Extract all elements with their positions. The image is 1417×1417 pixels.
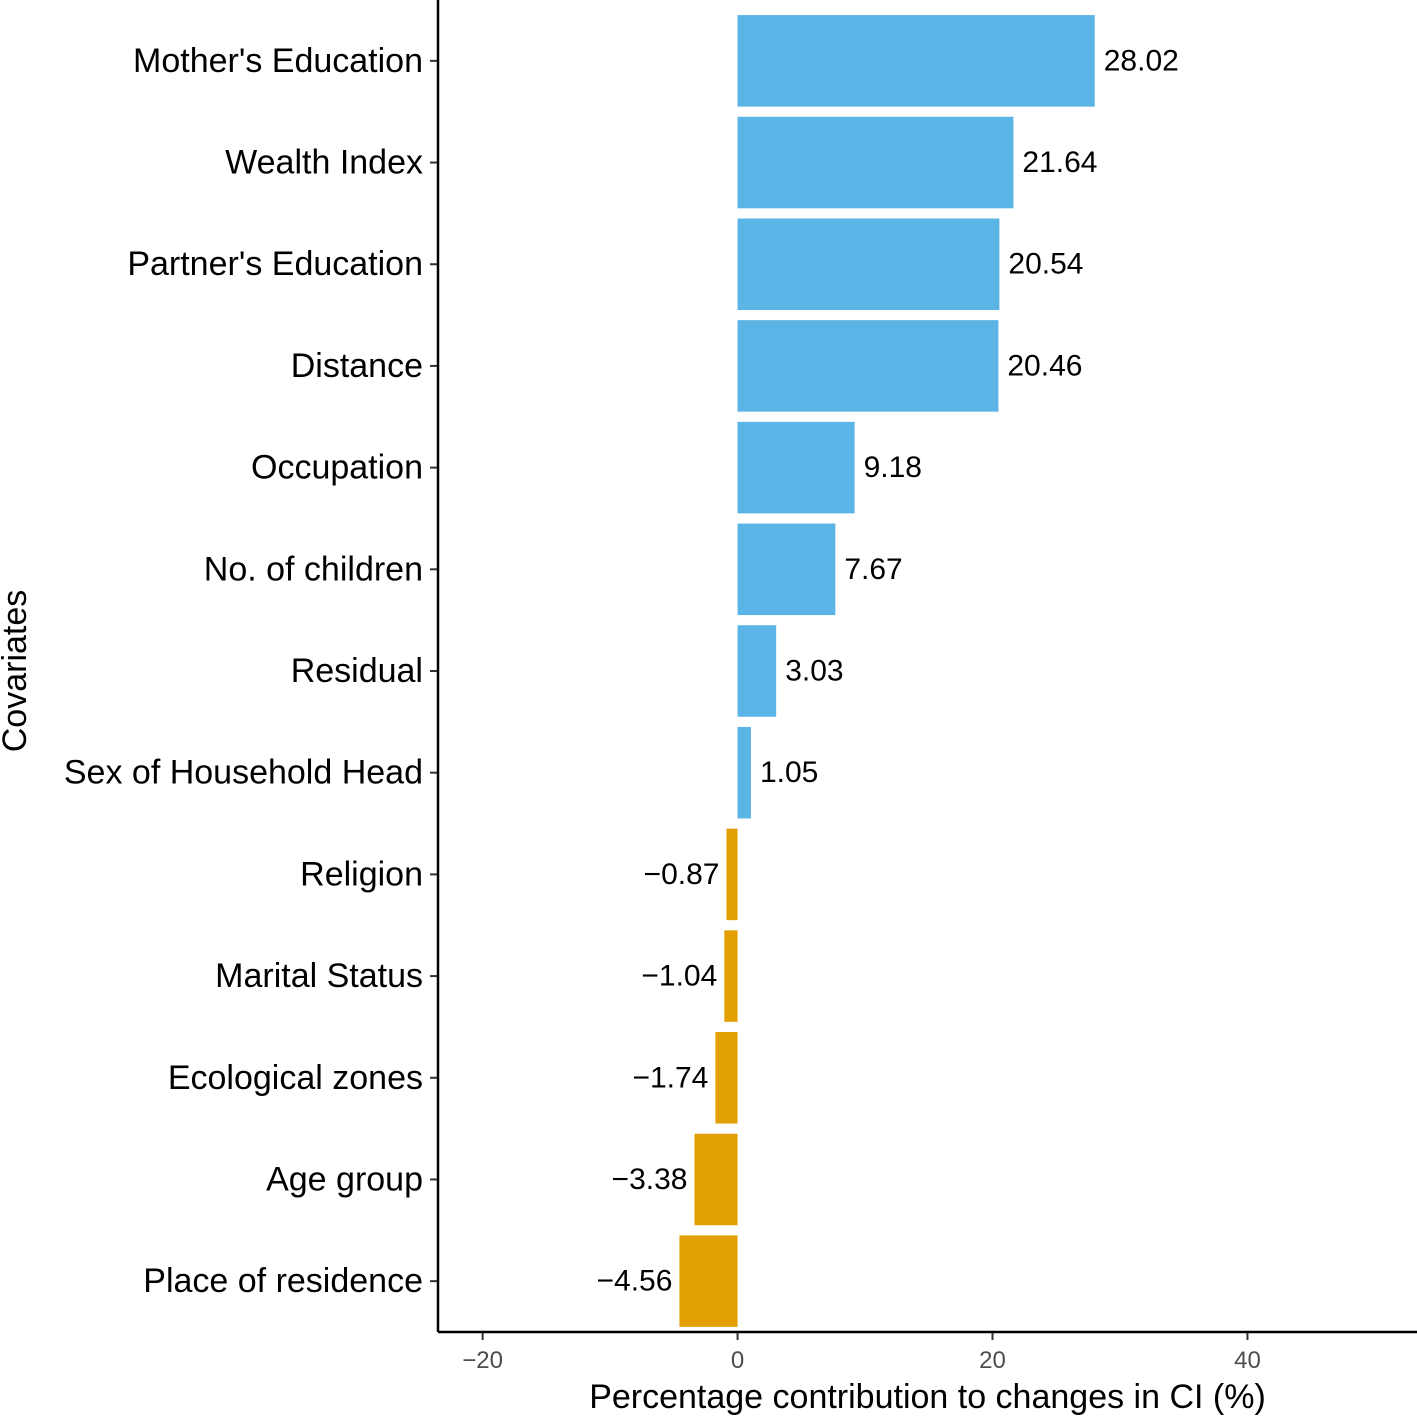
value-label: −4.56 <box>597 1265 673 1298</box>
value-label: −1.04 <box>641 960 717 993</box>
category-label: Residual <box>291 652 423 690</box>
category-label: Place of residence <box>143 1262 423 1300</box>
y-axis-ticks: Mother's Education Wealth Index Partner's … <box>64 42 438 1300</box>
category-label: Partner's Education <box>127 245 423 283</box>
bar <box>724 930 738 1022</box>
bar <box>737 726 751 819</box>
value-label: −0.87 <box>644 858 720 891</box>
value-label: 20.54 <box>1008 248 1083 281</box>
value-label: 9.18 <box>864 451 922 484</box>
x-axis-title: Percentage contribution to changes in CI… <box>589 1378 1266 1416</box>
value-label: 3.03 <box>785 655 843 688</box>
bar <box>737 523 836 616</box>
x-tick-label: −20 <box>462 1347 503 1374</box>
category-label: Religion <box>300 855 423 893</box>
category-label: Ecological zones <box>168 1059 423 1097</box>
value-label: 1.05 <box>760 756 818 789</box>
bar <box>726 828 738 921</box>
value-label: 21.64 <box>1022 146 1097 179</box>
bar <box>679 1235 738 1327</box>
bar <box>737 218 1000 310</box>
bar <box>737 421 855 514</box>
value-label: 28.02 <box>1104 44 1179 77</box>
category-label: Sex of Household Head <box>64 754 423 792</box>
category-label: Mother's Education <box>133 42 423 80</box>
bar <box>737 15 1095 107</box>
value-labels-layer: 28.02 21.64 20.54 20.46 9.18 7.67 3.03 1.05 −0.8… <box>597 44 1179 1297</box>
x-axis-ticks: −20 0 20 40 <box>462 1332 1261 1374</box>
category-label: Occupation <box>251 449 423 487</box>
category-label: Distance <box>291 347 423 385</box>
bar <box>694 1133 738 1226</box>
category-label: No. of children <box>204 550 423 588</box>
x-tick-label: 0 <box>731 1347 744 1374</box>
category-label: Marital Status <box>215 957 423 995</box>
value-label: 20.46 <box>1007 349 1082 382</box>
category-label: Wealth Index <box>225 144 423 182</box>
bar <box>737 116 1014 209</box>
bar <box>737 625 777 717</box>
x-tick-label: 40 <box>1234 1347 1261 1374</box>
bars-layer <box>679 15 1095 1327</box>
y-axis-title: Covariates <box>0 590 34 753</box>
value-label: −3.38 <box>612 1163 688 1196</box>
bar <box>715 1032 738 1124</box>
value-label: 7.67 <box>844 553 902 586</box>
category-label: Age group <box>266 1160 423 1198</box>
value-label: −1.74 <box>632 1061 708 1094</box>
x-tick-label: 20 <box>979 1347 1006 1374</box>
bar <box>737 320 999 412</box>
